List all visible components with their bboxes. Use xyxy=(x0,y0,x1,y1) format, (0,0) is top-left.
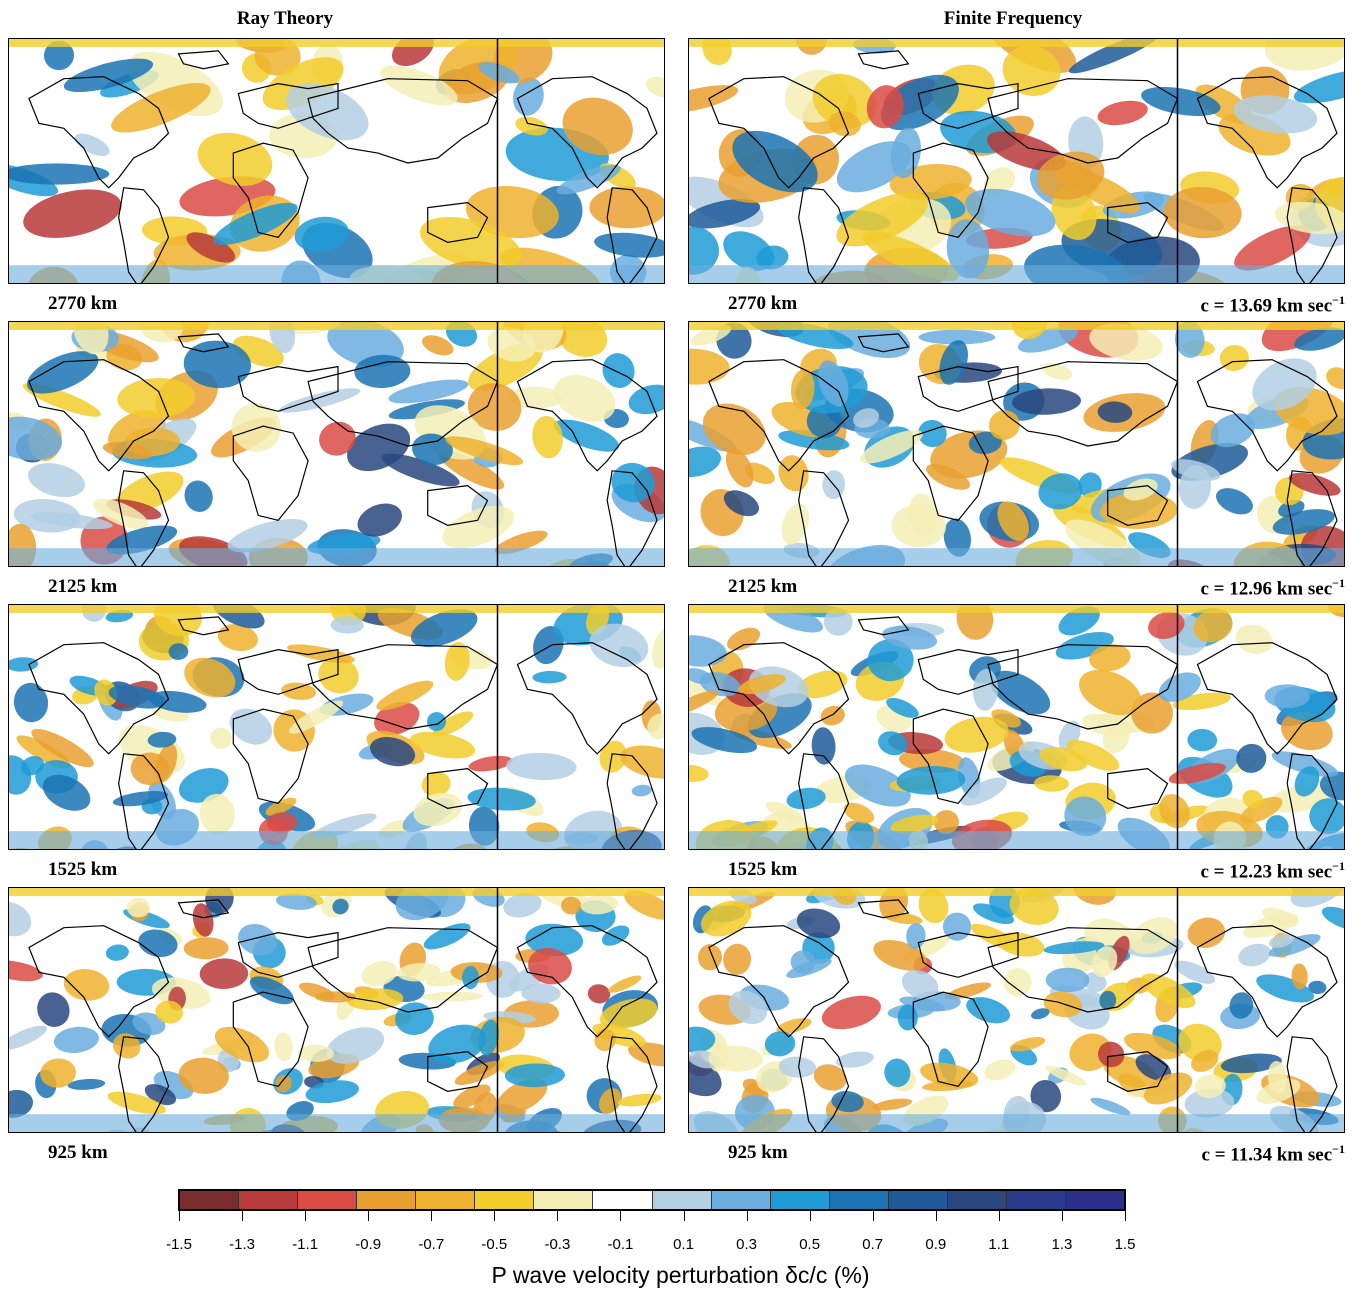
color-bar-tick-label: 0.5 xyxy=(799,1236,821,1253)
color-swatch xyxy=(239,1191,299,1209)
color-bar-tick-label: -0.9 xyxy=(355,1236,382,1253)
color-bar-tick-label: 1.3 xyxy=(1051,1236,1073,1253)
color-swatch xyxy=(711,1191,771,1209)
speed-value: c = 13.69 km sec xyxy=(1200,295,1333,317)
color-bar-tick-label: 0.7 xyxy=(862,1236,884,1253)
color-bar-tick-label: -1.5 xyxy=(166,1236,192,1253)
color-swatch xyxy=(829,1191,889,1209)
depth-label: 1525 km xyxy=(728,859,798,880)
color-bar xyxy=(178,1189,1126,1211)
depth-label: 2770 km xyxy=(728,293,798,314)
color-swatch xyxy=(534,1191,594,1209)
color-bar-tick-label: 1.5 xyxy=(1114,1236,1136,1253)
color-bar-tick xyxy=(368,1211,370,1221)
color-bar-tick xyxy=(557,1211,559,1221)
color-swatch xyxy=(593,1191,653,1209)
depth-label: 2770 km xyxy=(48,293,118,314)
speed-exponent: −1 xyxy=(1332,1142,1345,1156)
depth-label: 2125 km xyxy=(728,576,798,597)
color-bar-tick xyxy=(1061,1211,1063,1221)
color-bar-tick xyxy=(998,1211,1000,1221)
color-bar-tick xyxy=(1125,1211,1126,1221)
ray-theory-map-1525-km xyxy=(8,604,665,850)
ray-theory-map-2125-km xyxy=(8,321,665,567)
finite-frequency-map-2125-km xyxy=(688,321,1345,567)
color-bar-tick-label: 1.1 xyxy=(988,1236,1010,1253)
depth-label: 925 km xyxy=(728,1142,788,1163)
color-swatch xyxy=(180,1191,240,1209)
color-bar-tick xyxy=(305,1211,307,1221)
color-bar-tick-label: 0.1 xyxy=(673,1236,694,1253)
color-swatch xyxy=(888,1191,948,1209)
ray-theory-map-925-km xyxy=(8,887,665,1133)
color-swatch xyxy=(1065,1191,1124,1209)
depth-label: 1525 km xyxy=(48,859,118,880)
color-bar-title: P wave velocity perturbation δc/c (%) xyxy=(491,1262,870,1288)
color-bar-tick-label: -0.3 xyxy=(544,1236,571,1253)
speed-label: c = 12.96 km sec−1 xyxy=(1045,576,1345,600)
color-bar-tick-label: 0.3 xyxy=(736,1236,758,1253)
speed-label: c = 11.34 km sec−1 xyxy=(1045,1142,1345,1166)
color-bar-tick xyxy=(179,1211,180,1221)
ray-theory-map-2770-km xyxy=(8,38,665,284)
color-swatch xyxy=(298,1191,358,1209)
color-bar-tick xyxy=(935,1211,937,1221)
color-bar-tick-label: -0.5 xyxy=(481,1236,508,1253)
speed-exponent: −1 xyxy=(1332,293,1345,307)
color-swatch xyxy=(1006,1191,1066,1209)
color-bar-tick xyxy=(431,1211,433,1221)
speed-value: c = 12.23 km sec xyxy=(1200,861,1333,883)
depth-label: 925 km xyxy=(48,1142,108,1163)
color-swatch xyxy=(416,1191,476,1209)
speed-exponent: −1 xyxy=(1332,576,1345,590)
color-bar-tick xyxy=(872,1211,874,1221)
color-bar-tick xyxy=(242,1211,244,1221)
color-bar-tick-label: -1.3 xyxy=(229,1236,255,1253)
finite-frequency-title: Finite Frequency xyxy=(943,8,1083,29)
depth-label: 2125 km xyxy=(48,576,118,597)
speed-value: c = 12.96 km sec xyxy=(1200,578,1333,600)
speed-label: c = 12.23 km sec−1 xyxy=(1045,859,1345,883)
color-bar-tick-label: 0.9 xyxy=(925,1236,947,1253)
speed-label: c = 13.69 km sec−1 xyxy=(1045,293,1345,317)
color-bar-tick xyxy=(683,1211,685,1221)
color-bar-tick-label: -0.1 xyxy=(607,1236,634,1253)
speed-value: c = 11.34 km sec xyxy=(1201,1144,1333,1166)
color-bar-tick xyxy=(746,1211,748,1221)
finite-frequency-map-1525-km xyxy=(688,604,1345,850)
color-swatch xyxy=(475,1191,535,1209)
color-bar-tick xyxy=(809,1211,811,1221)
speed-exponent: −1 xyxy=(1332,859,1345,873)
color-swatch xyxy=(652,1191,712,1209)
color-swatch xyxy=(770,1191,830,1209)
color-bar-tick xyxy=(620,1211,622,1221)
color-bar-tick xyxy=(494,1211,496,1221)
color-bar-tick-label: -1.1 xyxy=(292,1236,319,1253)
color-swatch xyxy=(357,1191,417,1209)
ray-theory-title: Ray Theory xyxy=(236,8,334,29)
color-bar-tick-label: -0.7 xyxy=(418,1236,445,1253)
finite-frequency-map-925-km xyxy=(688,887,1345,1133)
color-swatch xyxy=(947,1191,1007,1209)
finite-frequency-map-2770-km xyxy=(688,38,1345,284)
